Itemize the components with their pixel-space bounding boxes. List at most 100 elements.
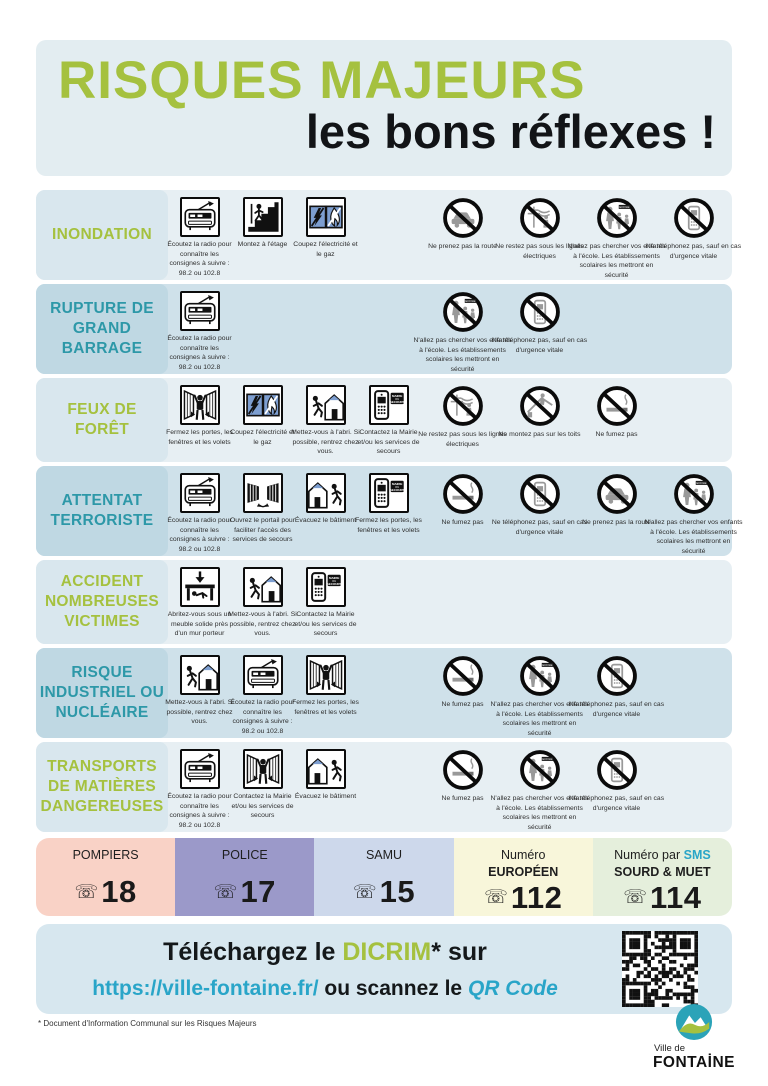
take-shelter-icon [242,567,283,608]
dicrim-line2-middle: ou scannez le [318,977,468,1001]
action-cell: Mettez-vous à l'abri. Si possible, rentr… [165,655,234,727]
svg-text:ECOLE: ECOLE [465,299,475,303]
no-roofs-icon [519,385,561,427]
emergency-number-value: 15 [379,874,416,910]
emergency-number: ☏ 18 [74,874,136,910]
prohibitions-zone-rupture-de-grand-barrage: ECOLE N'allez pas chercher vos enfants à … [414,284,732,374]
svg-text:OU: OU [395,485,399,489]
no-phone-icon [519,473,561,515]
pictogram-caption: Écoutez la radio pour connaître les cons… [167,517,232,553]
actions-zone-accident-nombreuses-victimes: Abritez-vous sous un meuble solide près … [168,560,424,644]
pictogram-caption: Ne montez pas sur les toits [498,431,581,439]
action-cell: Écoutez la radio pour connaître les cons… [167,473,232,554]
prohibitions-zone-inondation: Ne prenez pas la route Ne restez pas sous… [424,190,741,280]
prohibition-cell: Ne fumez pas [424,749,501,804]
dicrim-text: Téléchargez le DICRIM* sur https://ville… [46,924,604,1014]
action-cell: Évacuez le bâtiment [294,749,357,802]
pictogram-caption: Mettez-vous à l'abri. Si possible, rentr… [291,429,360,456]
prohibition-cell: ECOLE N'allez pas chercher vos enfants à … [491,655,589,738]
prohibition-cell: Ne fumez pas [424,655,501,710]
emergency-number: ☏ 17 [214,874,276,910]
pictogram-caption: Ne téléphonez pas, sauf en cas d'urgence… [568,701,665,718]
emergency-label: POMPIERS [73,847,139,863]
action-cell: Écoutez la radio pour connaître les cons… [230,655,295,736]
risk-label-risque-industriel-ou-nucleaire: RISQUE INDUSTRIEL OU NUCLÉAIRE [36,648,168,739]
pictogram-caption: Fermez les portes, les fenêtres et les v… [292,699,359,716]
open-gate-icon [242,473,283,514]
action-cell: Montez à l'étage [231,197,294,250]
poster-header: RISQUES MAJEURS les bons réflexes ! [36,40,732,176]
svg-text:SECOURS: SECOURS [326,582,341,586]
ville-de-fontaine-logo: Ville de FONTAİNE [644,1003,744,1072]
pictogram-caption: Fermez les portes, les fenêtres et les v… [166,429,233,446]
prohibition-cell: Ne fumez pas [424,473,501,528]
risk-rows: INONDATION Écoutez la radio pour connaîtr… [36,190,743,833]
prohibition-cell: Ne prenez pas la route [578,473,655,528]
action-cell: Écoutez la radio pour connaître les cons… [167,749,232,830]
risk-label-attentat-terroriste: ATTENTAT TERRORISTE [36,466,168,557]
pictogram-caption: Écoutez la radio pour connaître les cons… [230,699,295,735]
emergency-europeen: Numéro EUROPÉEN ☏ 112 [453,838,593,917]
call-mairie-icon: MAIRIE OU SECOURS [368,385,409,426]
emergency-number: ☏ 114 [623,880,701,916]
cut-electricity-gas-icon [305,197,346,237]
emergency-label-line2: SOURD & MUET [614,864,711,879]
pictogram-caption: Ne prenez pas la route [428,243,497,250]
website-link[interactable]: https://ville-fontaine.fr/ [92,977,319,1001]
no-school-pickup-icon: ECOLE [519,655,561,697]
no-power-lines-icon [442,385,484,427]
action-cell: Écoutez la radio pour connaître les cons… [167,197,232,278]
logo-text-ville-de: Ville de [654,1043,685,1054]
take-shelter-icon [305,385,346,426]
pictogram-caption: Ne téléphonez pas, sauf en cas d'urgence… [491,337,588,354]
emergency-strip: POMPIERS ☏ 18 POLICE ☏ 17 SAMU ☏ 15 Numéro EUROPÉE… [36,838,732,917]
no-phone-icon [673,197,715,239]
emergency-number-value: 17 [240,874,276,910]
prohibition-cell: Ne restez pas sous les lignes électrique… [495,197,584,261]
svg-text:ECOLE: ECOLE [619,205,629,209]
prohibitions-zone-attentat-terroriste: Ne fumez pas Ne téléphonez pas, sauf en c… [424,466,743,556]
fontaine-logo-icon [675,1003,713,1041]
dicrim-label: DICRIM [342,937,432,966]
pictogram-caption: N'allez pas chercher vos enfants à l'éco… [490,795,589,831]
dicrim-footnote: * Document d'Information Communal sur le… [38,1019,257,1029]
risk-label-rupture-de-grand-barrage: RUPTURE DE GRAND BARRAGE [36,284,168,375]
prohibitions-zone-accident-nombreuses-victimes [424,560,732,644]
pictogram-caption: Écoutez la radio pour connaître les cons… [167,793,232,829]
emergency-label-line1: POLICE [221,848,268,863]
no-smoking-icon [442,749,484,791]
action-cell: MAIRIE OU SECOURS Contactez la Mairie et/ou… [294,567,357,639]
risk-row-feux-de-foret: FEUX DE FORÊT Fermez les portes, les fenê… [36,378,732,463]
no-smoking-icon [596,385,638,427]
emergency-sms-sourd-muet: Numéro par SMS SOURD & MUET ☏ 114 [592,838,732,917]
pictogram-caption: Évacuez le bâtiment [294,517,357,525]
actions-zone-transports-de-matieres-dangereuses: Écoutez la radio pour connaître les cons… [167,742,424,832]
pictogram-caption: Mettez-vous à l'abri. Si possible, rentr… [228,611,297,638]
pictogram-caption: Contactez la Mairie et/ou les services d… [357,429,420,456]
dicrim-line1: Téléchargez le DICRIM* sur [163,938,487,967]
no-school-pickup-icon: ECOLE [596,197,638,239]
risk-label-inondation: INONDATION [36,190,168,281]
svg-text:MAIRIE: MAIRIE [392,482,402,486]
emergency-police: POLICE ☏ 17 [175,838,315,917]
pictogram-caption: Contactez la Mairie et/ou les services d… [294,611,357,638]
emergency-number: ☏ 112 [484,880,562,916]
prohibition-cell: Ne téléphonez pas, sauf en cas d'urgence… [492,473,587,537]
climb-stairs-icon [242,197,283,237]
close-shutters-icon [179,385,220,426]
evacuate-building-icon [305,749,346,790]
pictogram-caption: Abritez-vous sous un meuble solide près … [167,611,232,638]
pictogram-caption: Montez à l'étage [237,241,288,248]
action-cell: MAIRIE OU SECOURS Fermez les portes, les fe… [355,473,422,535]
pictogram-caption: N'allez pas chercher vos enfants à l'éco… [644,519,743,555]
svg-text:OU: OU [395,397,399,401]
emergency-label: Numéro par SMS SOURD & MUET [614,847,711,880]
emergency-samu: SAMU ☏ 15 [314,838,454,917]
action-cell: Mettez-vous à l'abri. Si possible, rentr… [291,385,360,457]
pictogram-caption: Écoutez la radio pour connaître les cons… [167,335,232,371]
radio-icon [179,291,220,332]
action-cell: Abritez-vous sous un meuble solide près … [168,567,231,639]
no-driving-icon [442,197,484,239]
pictogram-caption: Coupez l'électricité et le gaz [230,429,295,446]
phone-icon: ☏ [74,881,99,903]
